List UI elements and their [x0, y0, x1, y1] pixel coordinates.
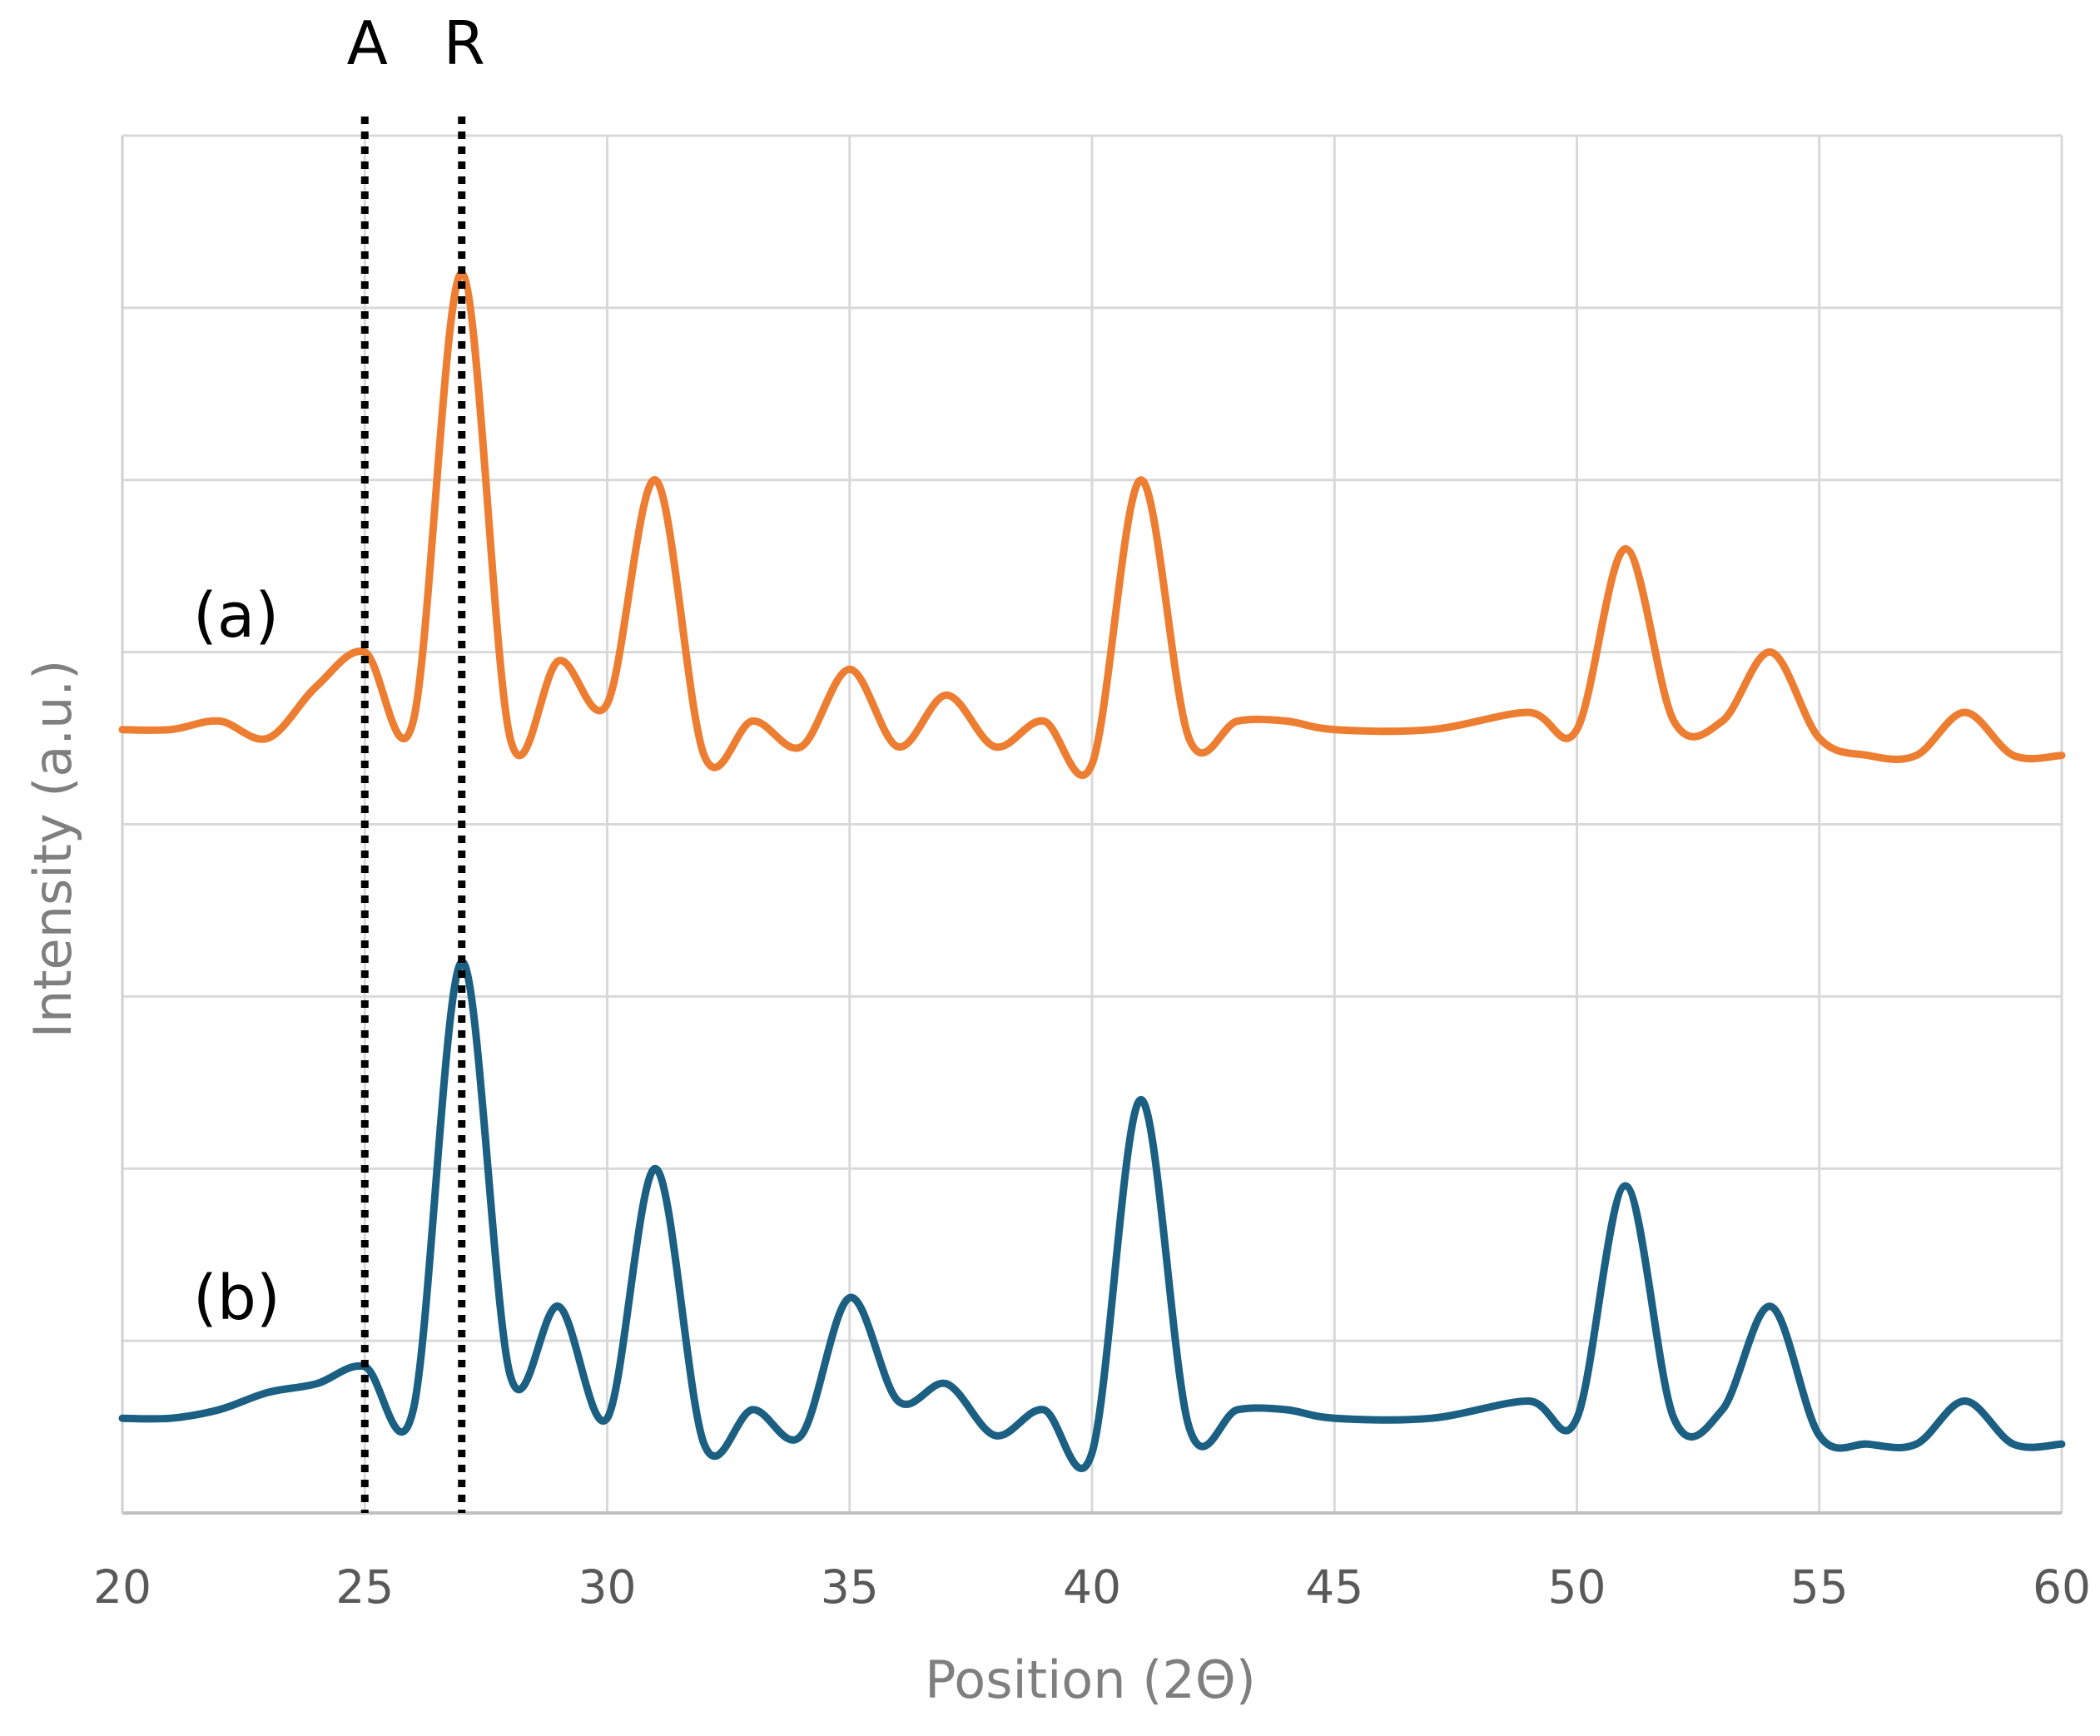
series-label-a: (a) — [193, 580, 279, 652]
labels: Position (2Θ) Intensity (a.u.) (a) (b) — [22, 580, 1256, 1710]
x-tick-label: 50 — [1548, 1560, 1606, 1614]
x-tick-label: 20 — [93, 1560, 151, 1614]
x-tick-label: 60 — [2033, 1560, 2091, 1614]
series-label-b: (b) — [193, 1262, 280, 1334]
grid — [121, 134, 2063, 1515]
series-line-a — [118, 269, 2066, 780]
x-tick-label: 30 — [578, 1560, 637, 1614]
y-axis-title: Intensity (a.u.) — [22, 660, 83, 1039]
x-tick-label: 40 — [1063, 1560, 1121, 1614]
axes — [121, 136, 2062, 1515]
x-tick-label: 55 — [1790, 1560, 1849, 1614]
x-tick-label: 45 — [1305, 1560, 1363, 1614]
reference-label-r: R — [444, 8, 485, 78]
x-tick-labels: 20 25 30 35 40 45 50 55 60 — [93, 1560, 2091, 1614]
reference-label-a: A — [347, 8, 388, 78]
x-tick-label: 25 — [335, 1560, 394, 1614]
x-tick-label: 35 — [821, 1560, 879, 1614]
x-axis-title: Position (2Θ) — [925, 1649, 1256, 1710]
